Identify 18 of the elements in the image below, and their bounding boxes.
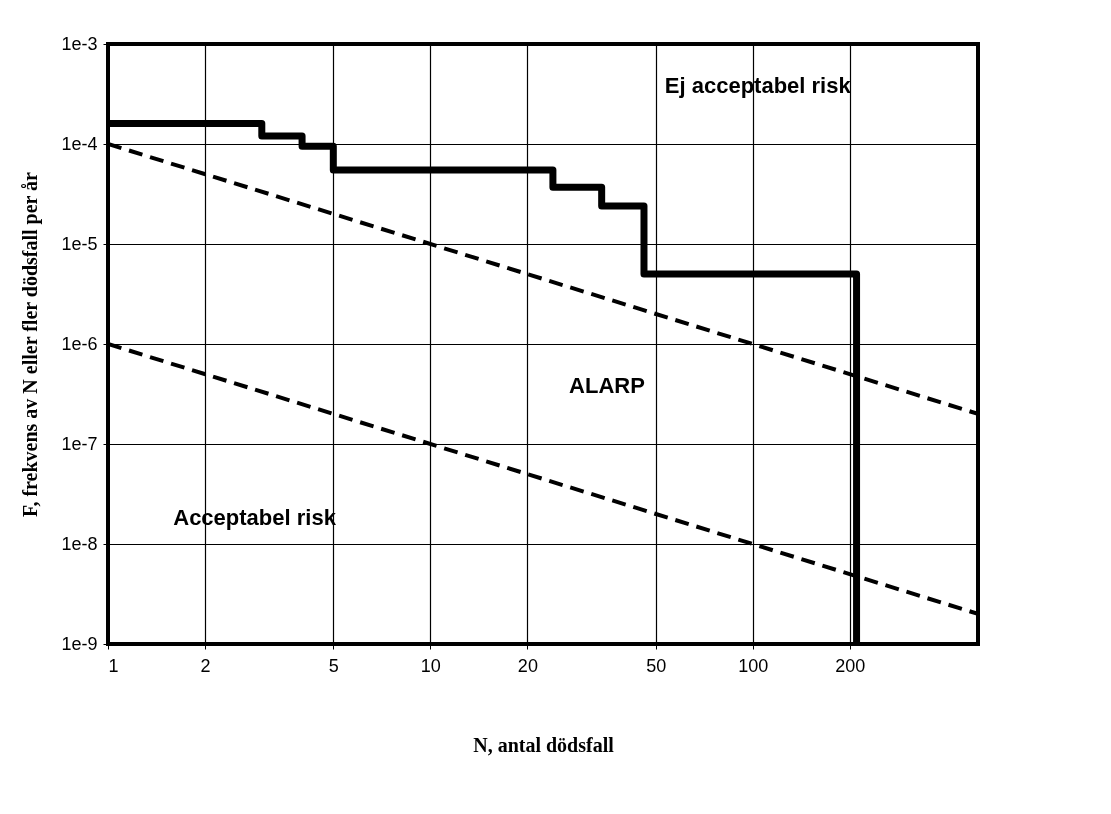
- y-tick-label: 1e-7: [61, 433, 98, 454]
- y-tick-label: 1e-9: [61, 633, 98, 654]
- annotation: ALARP: [569, 373, 645, 398]
- x-tick-label: 2: [200, 655, 211, 676]
- x-tick-label: 1: [108, 655, 119, 676]
- y-axis-title: F, frekvens av N eller fler dödsfall per år: [19, 171, 43, 517]
- y-tick-label: 1e-4: [61, 133, 98, 154]
- x-tick-label: 5: [328, 655, 339, 676]
- x-axis-title: N, antal dödsfall: [473, 733, 615, 756]
- x-tick-label: 200: [835, 655, 866, 676]
- y-tick-label: 1e-3: [61, 33, 98, 54]
- x-tick-label: 50: [646, 655, 667, 676]
- y-tick-label: 1e-8: [61, 533, 98, 554]
- x-tick-label: 20: [517, 655, 538, 676]
- x-tick-label: 10: [420, 655, 441, 676]
- y-tick-label: 1e-6: [61, 333, 98, 354]
- y-tick-label: 1e-5: [61, 233, 98, 254]
- x-tick-label: 100: [738, 655, 769, 676]
